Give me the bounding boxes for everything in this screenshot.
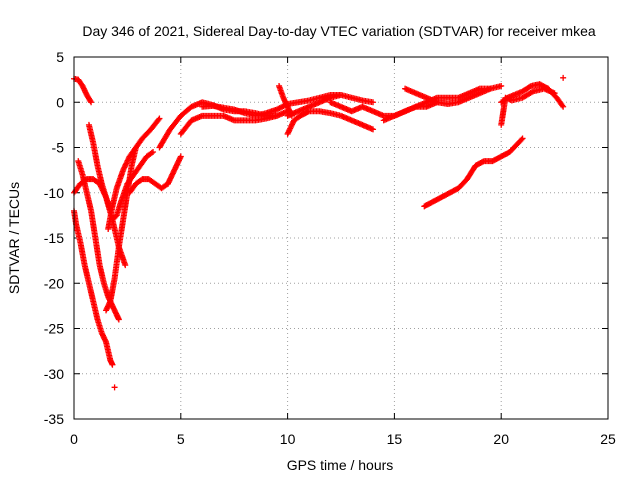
- data-point: [518, 136, 525, 143]
- data-point: [148, 149, 155, 156]
- chart-title: Day 346 of 2021, Sidereal Day-to-day VTE…: [82, 23, 595, 39]
- y-tick-label: 5: [56, 49, 64, 65]
- tick-labels: 0 5 10 15 20 25 5 0 -5 -10 -15 -20 -25 -30 -35: [44, 49, 616, 447]
- data-point: [528, 89, 535, 96]
- data-point: [156, 115, 163, 122]
- y-tick-label: -10: [44, 185, 64, 201]
- y-tick-label: -5: [52, 140, 65, 156]
- x-tick-label: 5: [177, 431, 185, 447]
- data-point: [551, 90, 558, 97]
- data-point: [560, 74, 567, 81]
- x-tick-label: 25: [600, 431, 616, 447]
- x-axis-label: GPS time / hours: [287, 457, 394, 473]
- y-tick-label: -15: [44, 230, 64, 246]
- y-tick-label: -30: [44, 366, 64, 382]
- data-point: [87, 98, 94, 105]
- x-tick-label: 20: [493, 431, 509, 447]
- data-point: [109, 361, 116, 368]
- data-point: [498, 82, 505, 89]
- data-point: [111, 384, 118, 391]
- data-point: [88, 99, 95, 106]
- data-point: [519, 135, 526, 142]
- data-point: [155, 116, 162, 123]
- data-point: [560, 103, 567, 110]
- y-tick-label: -20: [44, 275, 64, 291]
- plot-frame: [73, 56, 609, 420]
- data-point: [122, 262, 129, 269]
- data-points: [71, 74, 567, 391]
- data-point: [150, 149, 157, 156]
- y-tick-label: 0: [56, 94, 64, 110]
- x-tick-label: 10: [280, 431, 296, 447]
- y-tick-label: -35: [44, 411, 64, 427]
- y-tick-label: -25: [44, 321, 64, 337]
- x-tick-label: 0: [70, 431, 78, 447]
- data-point: [115, 316, 122, 323]
- x-tick-label: 15: [387, 431, 403, 447]
- y-axis-label: SDTVAR / TECUs: [6, 182, 22, 294]
- data-point: [559, 102, 566, 109]
- data-point: [370, 99, 377, 106]
- data-point: [177, 153, 184, 160]
- data-point: [370, 126, 377, 133]
